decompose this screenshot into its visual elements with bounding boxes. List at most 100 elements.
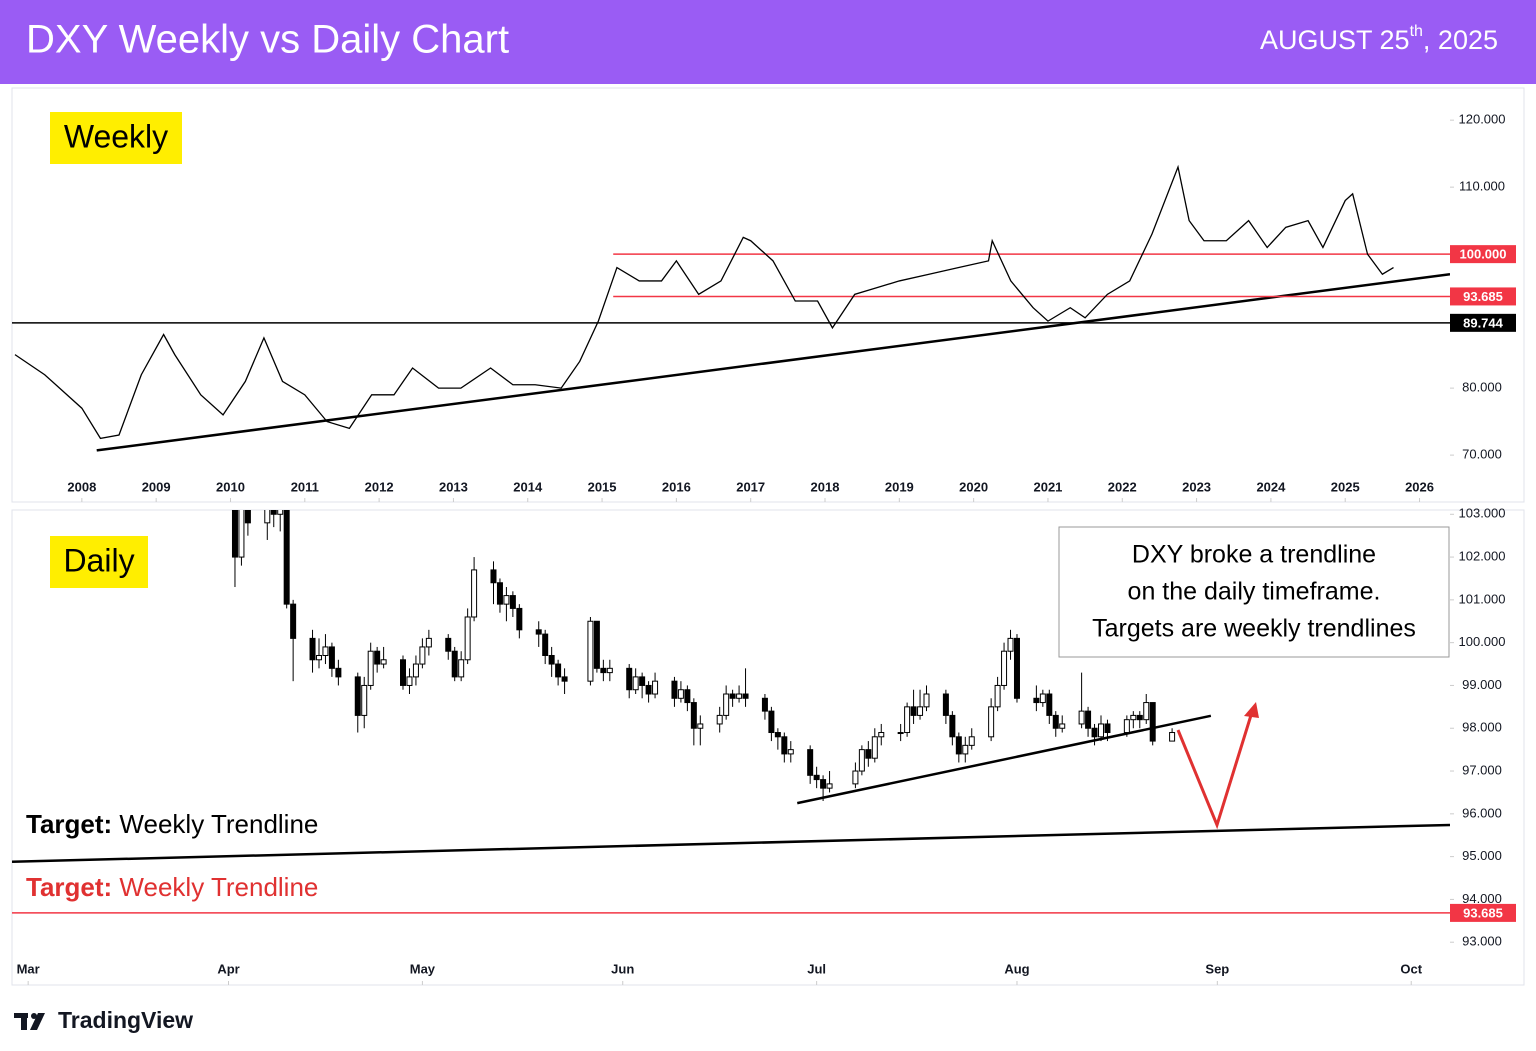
candle-body xyxy=(1046,693,1053,716)
y-tick-label: 102.000 xyxy=(1459,549,1506,564)
candle-body xyxy=(425,637,432,648)
candle-body xyxy=(639,676,646,686)
candle-body xyxy=(955,736,962,755)
candle-body xyxy=(626,667,633,691)
y-tick-label: 101.000 xyxy=(1459,591,1506,606)
header-bar xyxy=(0,0,1536,84)
x-tick-label: 2024 xyxy=(1256,479,1286,494)
x-tick-label: Mar xyxy=(17,961,40,976)
trendline xyxy=(96,272,1450,452)
candle-body xyxy=(807,749,814,776)
candle-body xyxy=(412,663,419,678)
candle-body xyxy=(690,702,697,729)
y-tick-label: 100.000 xyxy=(1459,634,1506,649)
candle-body xyxy=(632,676,639,691)
candle-body xyxy=(600,667,607,674)
candle-body xyxy=(593,620,600,669)
y-tick-label: 97.000 xyxy=(1462,762,1502,777)
candle-body xyxy=(561,676,568,682)
x-tick-label: 2011 xyxy=(291,479,319,494)
x-tick-label: 2008 xyxy=(67,479,96,494)
candle-body xyxy=(1052,714,1059,729)
candle-body xyxy=(988,706,995,738)
candle-body xyxy=(374,650,381,665)
candle-body xyxy=(923,693,930,708)
y-tick-label: 80.000 xyxy=(1462,380,1502,395)
x-tick-label: Sep xyxy=(1205,961,1229,976)
candle-body xyxy=(1013,637,1020,699)
candle-body xyxy=(716,714,723,725)
x-tick-label: May xyxy=(410,961,436,976)
daily-label-bg xyxy=(50,536,148,588)
candle-body xyxy=(419,646,426,665)
candle-body xyxy=(813,774,820,781)
x-tick-label: 2023 xyxy=(1182,479,1211,494)
candle-body xyxy=(723,693,730,716)
candle-body xyxy=(264,510,271,524)
candle-body xyxy=(852,770,859,785)
candle-body xyxy=(309,637,316,661)
candle-body xyxy=(962,744,969,755)
candle-body xyxy=(1007,637,1014,652)
daily-label: Daily xyxy=(63,542,134,578)
candle-body xyxy=(1059,723,1066,729)
candle-body xyxy=(1039,693,1046,704)
x-tick-label: 2025 xyxy=(1331,479,1360,494)
target-text: Target: Weekly Trendline xyxy=(26,809,318,839)
y-tick-label: 94.000 xyxy=(1462,891,1502,906)
x-tick-label: 2021 xyxy=(1033,479,1062,494)
date-main: AUGUST 25 xyxy=(1260,25,1410,55)
y-tick-label: 120.000 xyxy=(1459,112,1506,127)
projection-arrow xyxy=(1176,711,1254,830)
candle-body xyxy=(496,582,503,605)
x-tick-label: Apr xyxy=(217,961,239,976)
candle-body xyxy=(361,684,368,716)
candle-body xyxy=(290,603,297,639)
candle-body xyxy=(400,659,407,686)
weekly-panel xyxy=(11,87,1525,503)
candle-body xyxy=(606,667,613,674)
level-label: 100.000 xyxy=(1460,247,1507,262)
candle-body xyxy=(354,676,361,716)
candle-body xyxy=(1078,710,1085,725)
candle-body xyxy=(858,749,865,772)
candle-body xyxy=(1104,723,1111,734)
weekly-label-bg xyxy=(50,112,182,164)
x-tick-label: Jul xyxy=(807,961,826,976)
x-tick-label: 2009 xyxy=(142,479,171,494)
date-year: , 2025 xyxy=(1423,25,1498,55)
candle-body xyxy=(742,693,749,699)
candle-body xyxy=(904,706,911,734)
candle-body xyxy=(917,706,924,716)
x-tick-label: Jun xyxy=(611,961,634,976)
y-tick-label: 110.000 xyxy=(1459,179,1505,194)
note-line: on the daily timeframe. xyxy=(1128,578,1381,606)
daily-panel xyxy=(11,509,1525,986)
plot-area xyxy=(12,510,1450,914)
candle-body xyxy=(994,684,1001,708)
candle-body xyxy=(736,693,743,699)
candle-body xyxy=(1136,714,1143,721)
trendline xyxy=(796,714,1212,805)
candle-body xyxy=(768,710,775,734)
x-tick-label: 2013 xyxy=(439,479,468,494)
candle-body xyxy=(1149,702,1156,742)
candle-body xyxy=(910,706,917,716)
candle-body xyxy=(1123,719,1130,734)
x-tick-label: 2020 xyxy=(959,479,988,494)
candle-body xyxy=(781,736,788,755)
candle-body xyxy=(238,510,245,558)
candle-body xyxy=(464,616,471,661)
y-tick-label: 93.000 xyxy=(1462,934,1502,949)
candle-body xyxy=(516,607,523,631)
candle-body xyxy=(270,510,277,515)
x-tick-label: Aug xyxy=(1004,961,1029,976)
candle-body xyxy=(968,736,975,746)
candle-body xyxy=(761,697,768,712)
x-tick-label: 2012 xyxy=(365,479,394,494)
level-label: 93.685 xyxy=(1463,289,1503,304)
target-desc: Weekly Trendline xyxy=(112,809,318,839)
trendline xyxy=(12,823,1450,864)
candle-body xyxy=(503,595,510,605)
candle-body xyxy=(949,714,956,738)
